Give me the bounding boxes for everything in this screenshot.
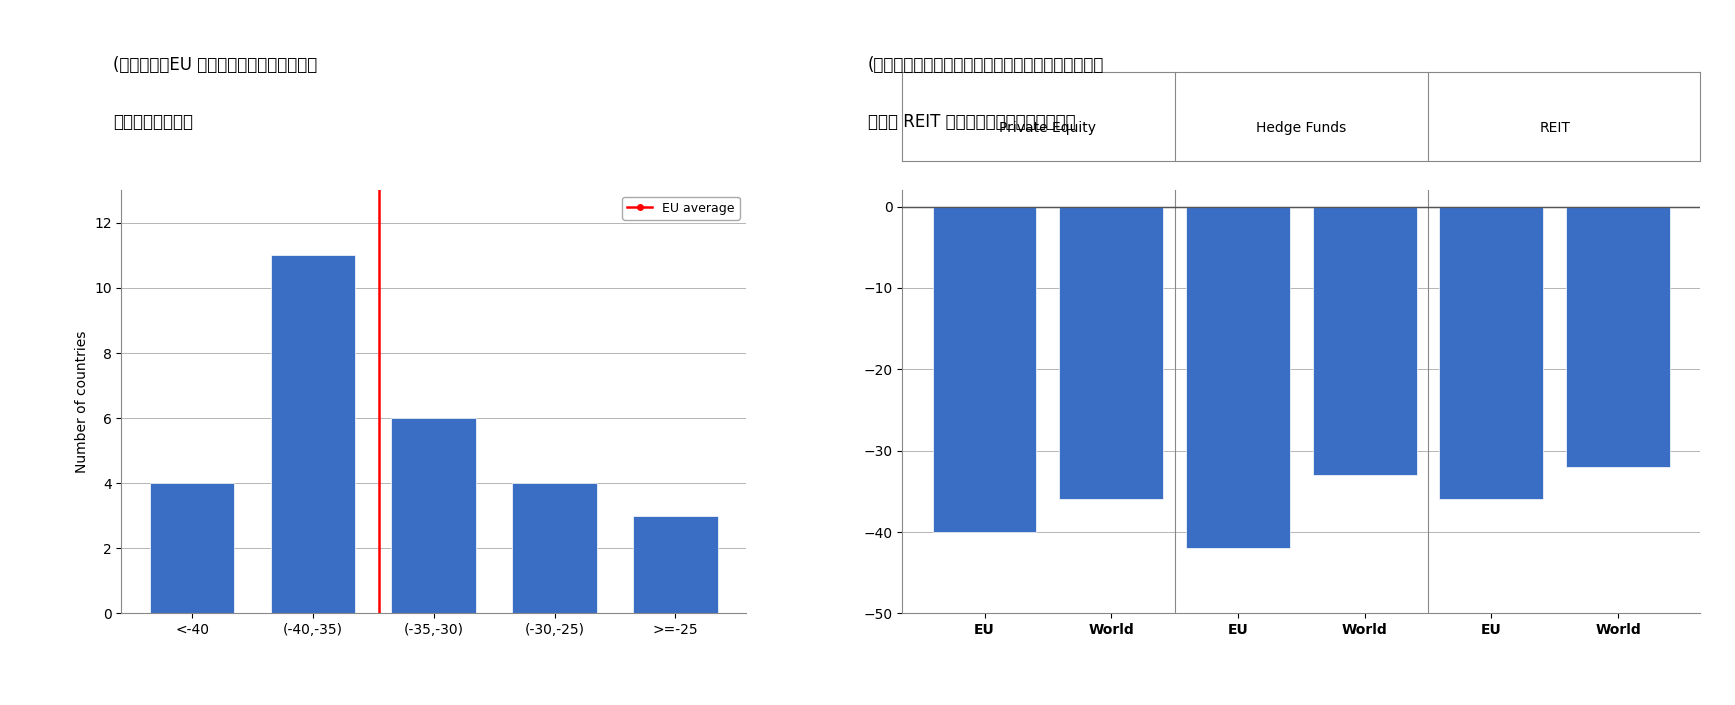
Text: (図表４）　EU における株価へのショック: (図表４） EU における株価へのショック xyxy=(113,56,318,75)
Text: (図表５）　プライベートエクイティ、ヘッジファン: (図表５） プライベートエクイティ、ヘッジファン xyxy=(868,56,1103,75)
Text: Private Equity: Private Equity xyxy=(999,121,1097,135)
Bar xyxy=(1440,207,1542,499)
Bar xyxy=(392,418,475,613)
Bar xyxy=(1313,207,1416,475)
Bar xyxy=(512,483,597,613)
Bar xyxy=(1060,207,1162,499)
Text: の分布　（％）: の分布 （％） xyxy=(113,113,193,131)
Text: Hedge Funds: Hedge Funds xyxy=(1256,121,1346,135)
Text: ド及び REIT へのショックの分布　（％）: ド及び REIT へのショックの分布 （％） xyxy=(868,113,1076,131)
Bar xyxy=(1567,207,1669,467)
Bar xyxy=(633,516,718,613)
Y-axis label: Number of countries: Number of countries xyxy=(75,331,88,473)
Bar xyxy=(1187,207,1289,548)
Bar xyxy=(149,483,234,613)
Legend: EU average: EU average xyxy=(623,197,739,219)
Bar xyxy=(933,207,1036,532)
Text: REIT: REIT xyxy=(1539,121,1570,135)
Bar xyxy=(271,255,356,613)
